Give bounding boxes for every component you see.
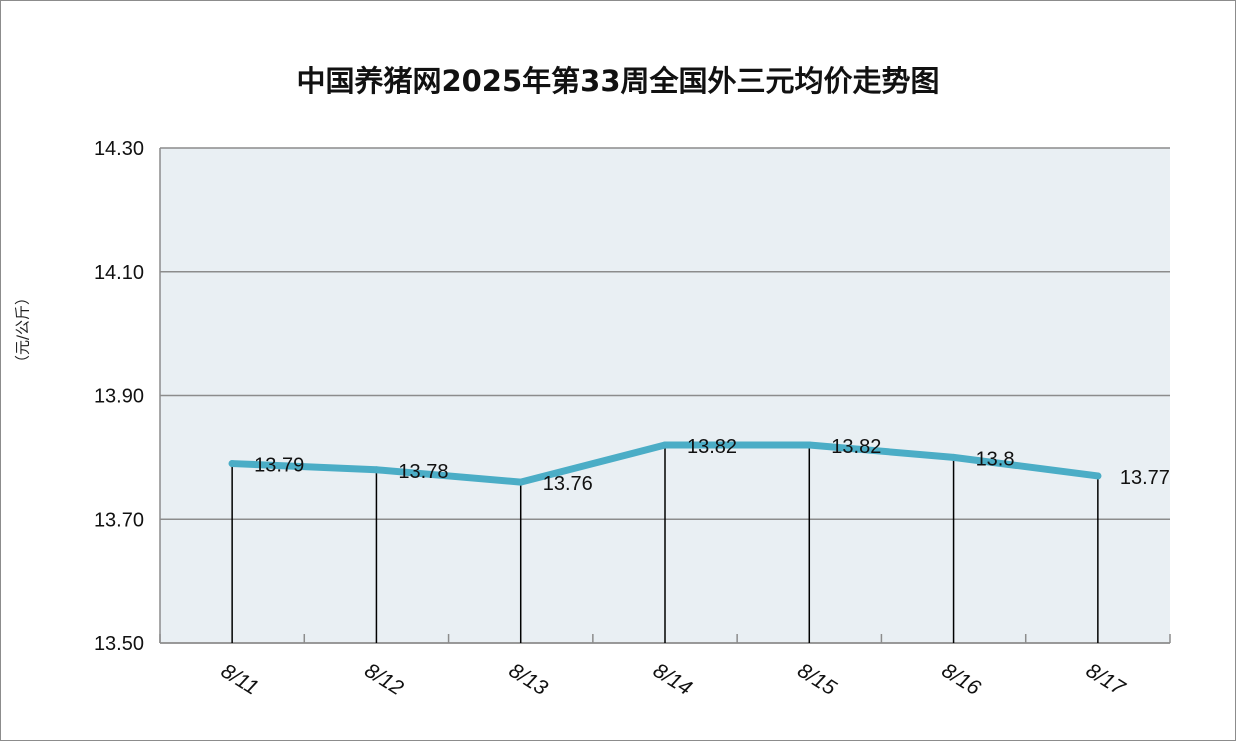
data-point [372, 466, 380, 474]
data-label: 13.76 [543, 473, 593, 495]
y-tick-label: 14.30 [94, 138, 144, 160]
y-tick-label: 13.70 [94, 509, 144, 531]
data-label: 13.77 [1120, 467, 1170, 489]
y-tick-label: 14.10 [94, 262, 144, 284]
data-label: 13.78 [398, 461, 448, 483]
data-label: 13.82 [687, 436, 737, 458]
data-point [228, 460, 236, 468]
y-tick-label: 13.50 [94, 633, 144, 655]
x-tick-label: 8/16 [938, 659, 985, 700]
x-tick-label: 8/14 [649, 659, 696, 700]
x-tick-label: 8/17 [1082, 659, 1130, 701]
data-point [661, 441, 669, 449]
x-tick-label: 8/15 [793, 659, 840, 700]
y-tick-label: 13.90 [94, 386, 144, 408]
x-tick-label: 8/13 [505, 659, 552, 700]
data-point [950, 453, 958, 461]
data-point [805, 441, 813, 449]
data-point [1094, 472, 1102, 480]
data-label: 13.8 [976, 448, 1015, 470]
data-point [517, 478, 525, 486]
chart-title: 中国养猪网2025年第33周全国外三元均价走势图 [296, 64, 940, 98]
data-label: 13.82 [831, 436, 881, 458]
data-label: 13.79 [254, 455, 304, 477]
x-tick-label: 8/12 [360, 659, 407, 700]
x-tick-label: 8/11 [217, 659, 263, 699]
